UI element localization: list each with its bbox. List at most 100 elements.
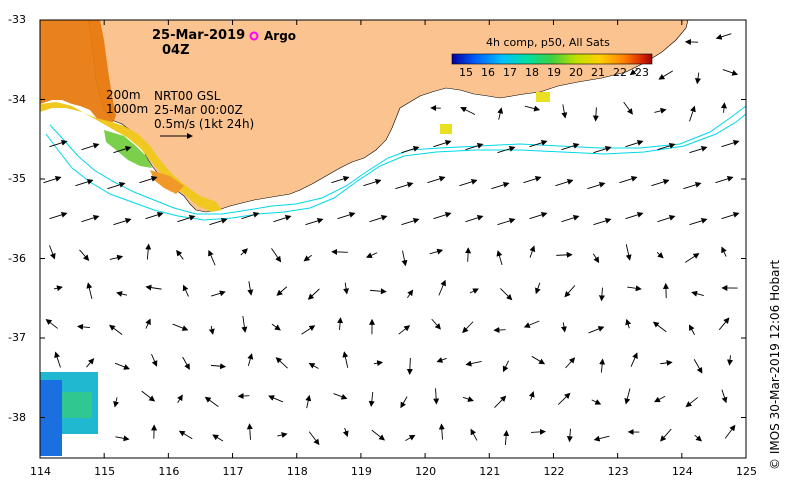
current-arrow: [342, 427, 349, 438]
current-arrow: [625, 139, 644, 148]
current-arrow: [660, 428, 672, 442]
colorbar-tick-label: 21: [591, 66, 605, 79]
current-arrow: [53, 285, 63, 292]
colorbar-labels: 15 16 17 18 19 20 21 22 23: [452, 66, 662, 80]
current-arrow: [531, 355, 546, 365]
current-arrow: [718, 317, 730, 331]
current-arrow: [599, 358, 606, 373]
current-arrow: [438, 279, 446, 296]
current-arrow: [247, 353, 254, 366]
current-arrow: [271, 323, 281, 331]
current-arrow: [560, 322, 567, 333]
current-arrow: [337, 211, 356, 220]
current-arrow: [212, 434, 224, 442]
colorbar-tick-label: 15: [459, 66, 473, 79]
current-arrow: [465, 142, 484, 151]
current-arrow: [343, 282, 350, 295]
current-arrow: [75, 178, 94, 187]
current-arrow: [624, 388, 631, 405]
current-arrow: [81, 214, 100, 223]
current-arrow: [86, 358, 95, 368]
current-arrow: [555, 178, 574, 187]
current-scale: 0.5m/s (1kt 24h): [154, 117, 255, 131]
y-tick-label: -36: [8, 251, 26, 265]
current-arrow: [145, 284, 162, 291]
current-arrow: [395, 181, 414, 190]
current-arrow: [182, 284, 189, 297]
current-arrow: [727, 355, 734, 366]
current-arrow: [368, 391, 375, 407]
current-arrow: [209, 217, 228, 226]
current-arrow: [566, 428, 573, 443]
current-arrow: [593, 145, 612, 154]
current-arrow: [79, 249, 90, 261]
current-arrow: [438, 423, 445, 440]
current-arrow: [176, 249, 184, 260]
x-tick-label: 125: [736, 465, 757, 478]
current-arrow: [308, 363, 319, 369]
contour-1000m: [45, 113, 747, 221]
current-arrow: [500, 288, 513, 301]
current-arrow: [365, 252, 378, 258]
current-arrow: [654, 395, 666, 403]
current-arrow: [564, 285, 576, 298]
current-arrow: [465, 247, 472, 262]
current-vectors: [43, 33, 740, 446]
current-arrow: [307, 288, 320, 300]
current-arrow: [465, 214, 484, 223]
colorbar-tick-label: 16: [481, 66, 495, 79]
current-arrow: [208, 249, 216, 266]
current-arrow: [401, 217, 420, 226]
current-arrow: [406, 358, 413, 375]
current-arrow: [693, 358, 703, 374]
current-arrow: [722, 69, 739, 76]
current-arrow: [109, 254, 124, 261]
current-arrow: [565, 357, 576, 369]
current-arrow: [401, 145, 420, 154]
current-arrow: [556, 251, 573, 258]
current-arrow: [363, 178, 382, 187]
y-tick-label: -37: [8, 331, 26, 344]
current-arrow: [54, 351, 61, 368]
current-arrow: [502, 360, 509, 373]
current-arrow: [240, 248, 248, 256]
current-arrow: [592, 253, 600, 264]
current-arrow: [241, 316, 248, 333]
current-arrow: [529, 139, 548, 148]
current-arrow: [691, 290, 704, 297]
argo-label: Argo: [264, 29, 297, 43]
current-arrow: [427, 175, 446, 184]
current-arrow: [523, 175, 542, 184]
current-arrow: [592, 107, 599, 122]
current-arrow: [629, 69, 638, 76]
current-arrow: [619, 175, 638, 184]
current-source: NRT00 GSL: [154, 89, 221, 103]
current-arrow: [113, 397, 119, 408]
current-arrow: [689, 105, 696, 122]
current-arrow: [305, 394, 312, 409]
current-arrow: [115, 435, 130, 442]
credit-text: © IMOS 30-Mar-2019 12:06 Hobart: [768, 259, 782, 470]
current-arrow: [557, 392, 571, 405]
current-arrow: [465, 360, 482, 367]
current-arrow: [623, 101, 633, 115]
contour-1000m-label: 1000m: [106, 102, 149, 116]
current-arrow: [77, 323, 91, 330]
current-arrow: [524, 105, 541, 112]
current-arrow: [529, 245, 536, 258]
x-tick-label: 117: [222, 465, 244, 478]
current-arrow: [654, 107, 667, 114]
current-arrow: [277, 432, 288, 438]
y-tick-label: -34: [8, 92, 26, 106]
current-arrow: [331, 248, 348, 255]
current-arrow: [398, 325, 411, 335]
x-tick-label: 116: [158, 465, 180, 478]
x-tick-label: 124: [671, 465, 693, 478]
current-arrow: [43, 175, 62, 184]
x-tick-label: 118: [286, 465, 308, 478]
current-arrow: [271, 248, 282, 263]
map-time: 04Z: [162, 43, 190, 58]
current-arrow: [625, 211, 644, 220]
current-arrow: [497, 217, 516, 226]
colorbar-tick-label: 18: [525, 66, 539, 79]
